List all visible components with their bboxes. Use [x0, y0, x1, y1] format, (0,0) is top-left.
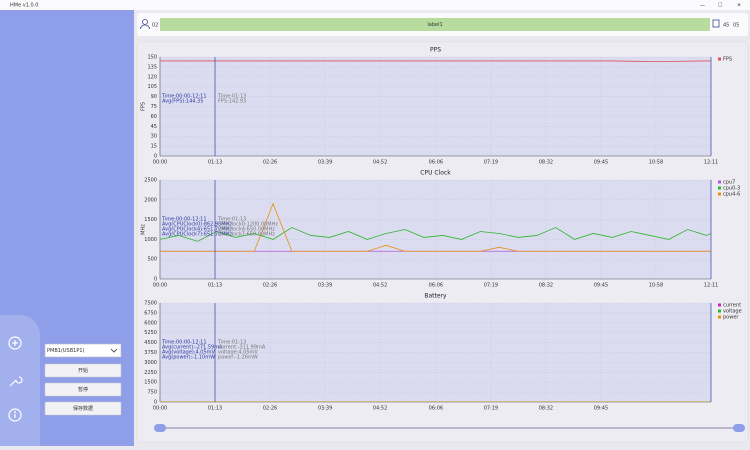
chart-title: PPS — [430, 47, 441, 54]
x-tick-label: 09:45 — [594, 283, 608, 289]
legend-swatch — [718, 187, 721, 190]
x-tick-label: 10:58 — [649, 283, 663, 289]
y-tick-label: 500 — [147, 257, 157, 263]
range-handle-right[interactable] — [733, 424, 745, 432]
legend-swatch — [718, 181, 721, 184]
save-label: 保存数据 — [73, 405, 93, 412]
x-tick-label: 01:13 — [208, 160, 222, 166]
y-tick-label: 45 — [151, 124, 157, 130]
x-tick-label: 08:32 — [539, 406, 553, 412]
x-tick-label: 12:11 — [704, 283, 718, 289]
x-tick-label: 09:45 — [594, 406, 608, 412]
x-tick-label: 06:06 — [429, 283, 443, 289]
title-bar — [0, 0, 750, 10]
legend-label: cpu4-6 — [723, 192, 740, 198]
y-tick-label: 3750 — [144, 350, 157, 356]
y-tick-label: 3000 — [144, 360, 157, 366]
label-text: label1 — [427, 22, 442, 28]
y-tick-label: 60 — [151, 114, 157, 120]
icon-rail — [0, 315, 40, 446]
x-tick-label: 03:39 — [318, 283, 332, 289]
x-tick-label: 03:39 — [318, 160, 332, 166]
x-tick-label: 09:45 — [594, 160, 608, 166]
y-tick-label: 4500 — [144, 340, 157, 346]
legend-swatch — [718, 316, 721, 319]
x-tick-label: 04:52 — [373, 406, 387, 412]
legend-swatch — [718, 310, 721, 313]
x-tick-label: 03:39 — [318, 406, 332, 412]
y-tick-label: 135 — [147, 64, 157, 70]
close-btn[interactable]: ✕ — [737, 3, 741, 9]
x-tick-label: 07:19 — [484, 283, 498, 289]
x-tick-label: 08:32 — [539, 283, 553, 289]
y-tick-label: 1500 — [144, 380, 157, 386]
x-tick-label: 10:58 — [649, 160, 663, 166]
x-tick-label: 06:06 — [429, 406, 443, 412]
x-tick-label: 06:06 — [429, 160, 443, 166]
x-tick-label: 02:26 — [263, 406, 277, 412]
legend-label: power — [723, 315, 739, 321]
x-tick-label: 00:00 — [153, 406, 167, 412]
legend-swatch — [718, 193, 721, 196]
y-tick-label: 2500 — [144, 178, 157, 184]
x-tick-label: 08:32 — [539, 160, 553, 166]
y-tick-label: 7500 — [144, 301, 157, 307]
y-tick-label: 2000 — [144, 197, 157, 203]
x-tick-label: 00:00 — [153, 160, 167, 166]
pause-label: 暂停 — [78, 386, 88, 393]
readout-text: FPS:142.93 — [218, 99, 246, 105]
x-tick-label: 01:13 — [208, 406, 222, 412]
y-tick-label: 5250 — [144, 330, 157, 336]
x-tick-label: 07:19 — [484, 160, 498, 166]
legend-swatch — [718, 304, 721, 307]
y-tick-label: 30 — [151, 134, 157, 140]
x-tick-label: 07:19 — [484, 406, 498, 412]
x-tick-label: 04:52 — [373, 160, 387, 166]
min-btn[interactable]: — — [700, 3, 705, 9]
window-title: HMe v1.0.0 — [10, 3, 38, 9]
device-name: PMB1(USB1P1) — [47, 348, 85, 354]
summary-text: Avg(power):-1.10mW — [162, 355, 215, 361]
x-tick-label: 12:11 — [704, 160, 718, 166]
y-tick-label: 6750 — [144, 310, 157, 316]
y-tick-label: 1000 — [144, 237, 157, 243]
readout-text: CPUClock7:650.00MHz — [218, 232, 275, 238]
readout-text: power:-1.26mW — [218, 355, 258, 361]
x-tick-label: 04:52 — [373, 283, 387, 289]
summary-text: Avg(FPS):144.35 — [162, 99, 203, 105]
y-axis-label: FPS — [141, 102, 147, 111]
y-tick-label: 75 — [151, 104, 157, 110]
y-tick-label: 750 — [147, 390, 157, 396]
x-tick-label: 02:26 — [263, 160, 277, 166]
legend-label: FPS — [723, 57, 732, 63]
chart-title: CPU Clock — [420, 170, 451, 177]
start-label: 开始 — [78, 367, 88, 374]
legend-swatch — [718, 58, 721, 61]
y-tick-label: 6000 — [144, 320, 157, 326]
y-tick-label: 15 — [151, 144, 157, 150]
y-axis-label: MHz — [141, 224, 147, 235]
x-tick-label: 01:13 — [208, 283, 222, 289]
toolbar-left-value: 02 — [152, 23, 158, 29]
y-tick-label: 120 — [147, 74, 157, 80]
range-handle-left[interactable] — [154, 424, 166, 432]
y-tick-label: 105 — [147, 84, 157, 90]
max-btn[interactable]: ☐ — [718, 3, 722, 9]
toolbar-right-value: 45 — [723, 23, 729, 29]
x-tick-label: 02:26 — [263, 283, 277, 289]
toolbar-right-value: 05 — [733, 23, 739, 29]
y-tick-label: 150 — [147, 55, 157, 61]
y-tick-label: 1500 — [144, 217, 157, 223]
y-tick-label: 90 — [151, 94, 157, 100]
chart-title: Battery — [424, 293, 447, 300]
x-tick-label: 00:00 — [153, 283, 167, 289]
y-tick-label: 2250 — [144, 370, 157, 376]
